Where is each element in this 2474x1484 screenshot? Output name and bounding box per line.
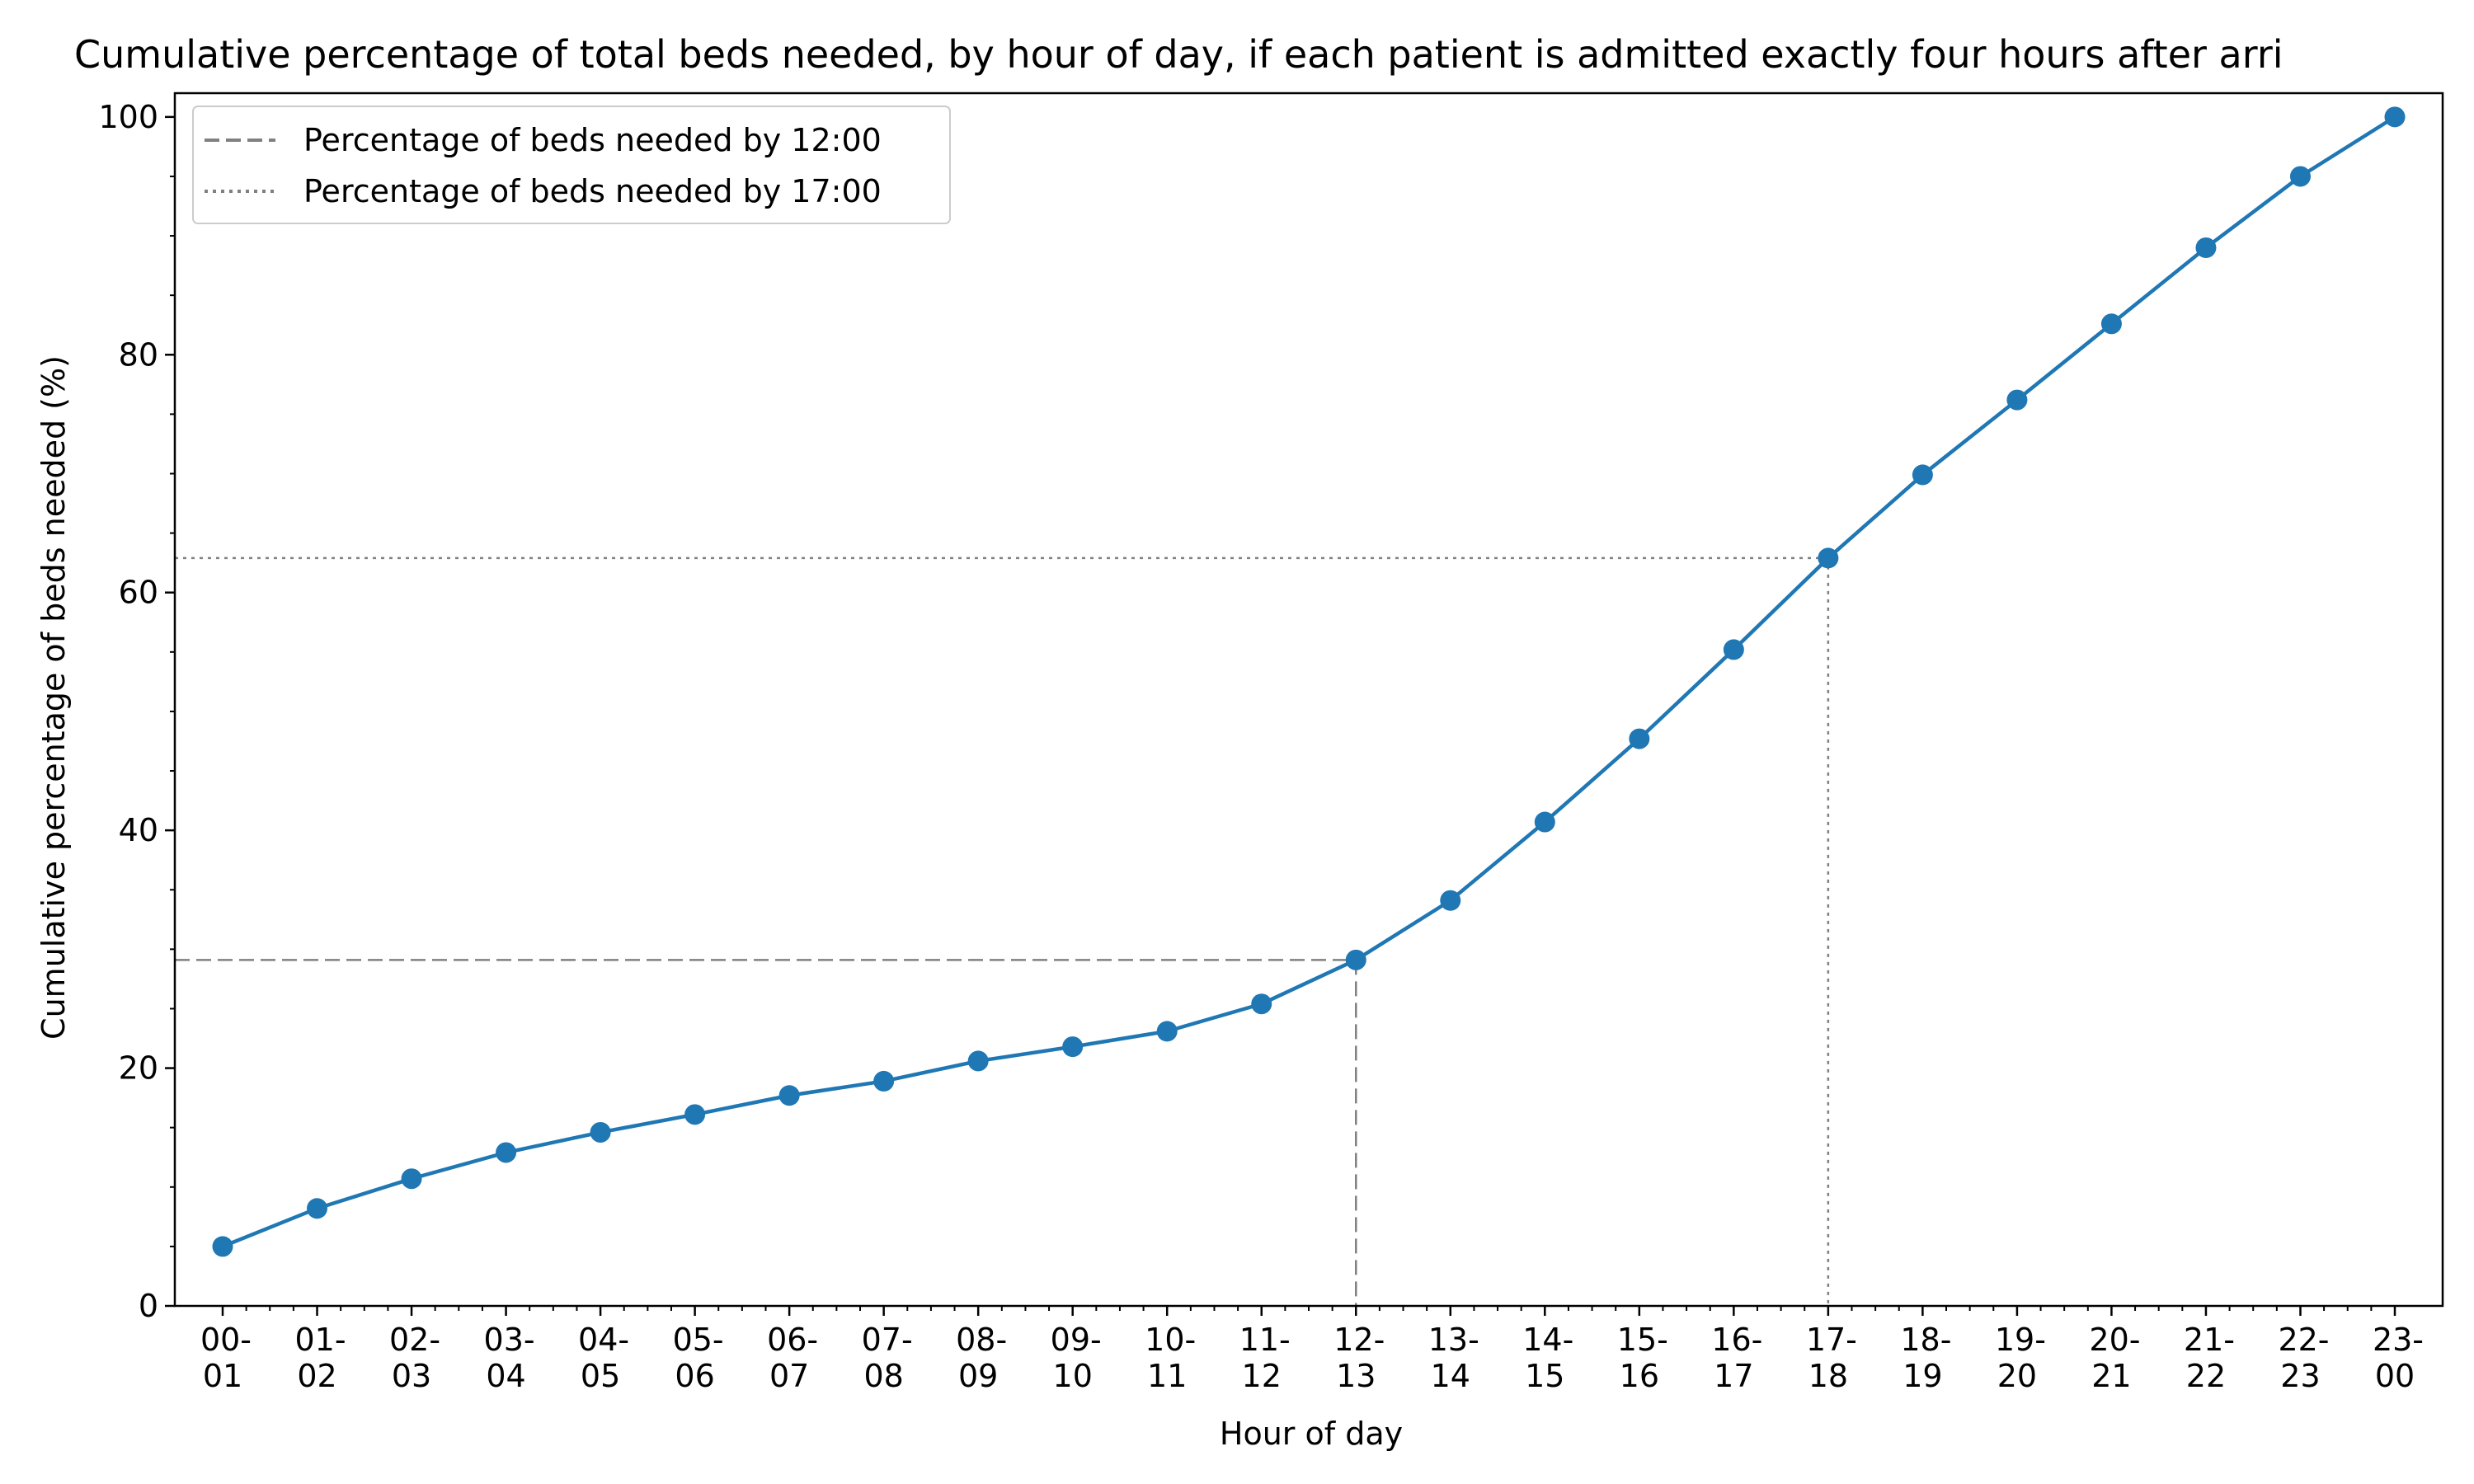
data-point-5	[684, 1104, 706, 1125]
x-tick-label-top-22: 22-	[2278, 1322, 2329, 1358]
data-point-8	[967, 1050, 989, 1072]
data-point-13	[1440, 890, 1461, 911]
data-point-1	[307, 1198, 328, 1219]
series-line-0	[222, 115, 2396, 1248]
y-tick-label-4: 80	[119, 336, 158, 373]
data-point-18	[1912, 464, 1933, 486]
x-tick-label-bottom-11: 12	[1242, 1358, 1282, 1394]
data-point-21	[2195, 237, 2217, 258]
y-tick-label-0: 0	[139, 1288, 158, 1324]
x-tick-label-bottom-22: 23	[2280, 1358, 2320, 1394]
x-tick-label-bottom-8: 09	[958, 1358, 998, 1394]
legend-box	[192, 106, 951, 224]
x-tick-label-top-9: 09-	[1051, 1322, 1102, 1358]
data-point-17	[1818, 547, 1839, 569]
data-point-12	[1345, 949, 1366, 970]
x-tick-label-top-0: 00-	[200, 1322, 252, 1358]
x-tick-label-bottom-21: 22	[2186, 1358, 2226, 1394]
x-tick-label-top-18: 18-	[1900, 1322, 1951, 1358]
x-tick-label-top-16: 16-	[1711, 1322, 1762, 1358]
x-tick-label-top-10: 10-	[1145, 1322, 1196, 1358]
x-tick-label-bottom-3: 04	[486, 1358, 525, 1394]
data-point-19	[2006, 389, 2028, 411]
x-tick-label-top-17: 17-	[1806, 1322, 1857, 1358]
data-point-23	[2384, 106, 2406, 128]
x-tick-label-top-20: 20-	[2089, 1322, 2140, 1358]
x-tick-label-bottom-2: 03	[392, 1358, 431, 1394]
data-point-16	[1723, 639, 1744, 660]
x-tick-label-bottom-23: 00	[2375, 1358, 2415, 1394]
x-tick-label-bottom-9: 10	[1053, 1358, 1093, 1394]
data-point-7	[873, 1070, 895, 1092]
x-tick-label-bottom-4: 05	[581, 1358, 620, 1394]
x-tick-label-bottom-1: 02	[297, 1358, 336, 1394]
x-tick-label-top-12: 12-	[1333, 1322, 1385, 1358]
x-tick-label-top-4: 04-	[578, 1322, 629, 1358]
x-tick-label-top-5: 05-	[673, 1322, 724, 1358]
y-tick-label-3: 60	[119, 575, 158, 611]
x-tick-label-top-1: 01-	[294, 1322, 346, 1358]
x-tick-label-top-19: 19-	[1995, 1322, 2046, 1358]
x-tick-label-top-11: 11-	[1239, 1322, 1291, 1358]
x-tick-label-bottom-7: 08	[863, 1358, 903, 1394]
x-tick-label-bottom-20: 21	[2091, 1358, 2131, 1394]
x-tick-label-top-2: 02-	[389, 1322, 440, 1358]
data-point-14	[1534, 811, 1555, 833]
data-point-11	[1251, 993, 1272, 1015]
data-point-3	[496, 1142, 517, 1163]
data-point-10	[1156, 1021, 1178, 1042]
x-tick-label-top-13: 13-	[1428, 1322, 1479, 1358]
x-tick-label-bottom-5: 06	[675, 1358, 714, 1394]
y-tick-label-1: 20	[119, 1050, 158, 1087]
data-point-2	[401, 1168, 422, 1190]
x-tick-label-bottom-15: 16	[1620, 1358, 1659, 1394]
x-tick-label-bottom-16: 17	[1714, 1358, 1753, 1394]
data-point-20	[2100, 313, 2122, 335]
x-tick-label-bottom-14: 15	[1525, 1358, 1564, 1394]
data-point-22	[2289, 166, 2311, 187]
x-tick-label-bottom-17: 18	[1808, 1358, 1848, 1394]
chart-title: Cumulative percentage of total beds need…	[74, 32, 2284, 77]
y-tick-label-5: 100	[98, 99, 158, 135]
x-tick-label-bottom-19: 20	[1997, 1358, 2037, 1394]
x-tick-label-bottom-12: 13	[1336, 1358, 1376, 1394]
data-point-9	[1062, 1036, 1084, 1058]
legend-label-12: Percentage of beds needed by 12:00	[303, 122, 882, 158]
data-point-6	[778, 1085, 800, 1106]
x-tick-label-top-23: 23-	[2373, 1322, 2424, 1358]
x-tick-label-top-8: 08-	[956, 1322, 1007, 1358]
x-tick-label-bottom-0: 01	[203, 1358, 242, 1394]
x-tick-label-bottom-13: 14	[1431, 1358, 1470, 1394]
y-tick-label-2: 40	[119, 812, 158, 848]
y-axis-label: Cumulative percentage of beds needed (%)	[35, 355, 72, 1040]
plot-area: 0 20 40 60 80 100 00-01 01-02 02-03 03-04 04-05 05-…	[98, 92, 2444, 1394]
x-tick-label-top-14: 14-	[1522, 1322, 1573, 1358]
legend: Percentage of beds needed by 12:00 Perce…	[192, 106, 951, 224]
x-tick-label-top-15: 15-	[1617, 1322, 1668, 1358]
x-axis-label: Hour of day	[1220, 1416, 1403, 1452]
x-tick-label-bottom-18: 19	[1903, 1358, 1942, 1394]
data-point-4	[590, 1121, 611, 1143]
x-tick-label-bottom-10: 11	[1147, 1358, 1187, 1394]
x-tick-label-top-6: 06-	[767, 1322, 818, 1358]
x-tick-label-top-7: 07-	[862, 1322, 913, 1358]
data-point-15	[1629, 728, 1650, 749]
x-tick-label-top-3: 03-	[484, 1322, 535, 1358]
x-tick-label-top-21: 21-	[2184, 1322, 2235, 1358]
legend-label-17: Percentage of beds needed by 17:00	[303, 173, 882, 209]
x-tick-label-bottom-6: 07	[769, 1358, 809, 1394]
data-point-0	[212, 1236, 233, 1257]
